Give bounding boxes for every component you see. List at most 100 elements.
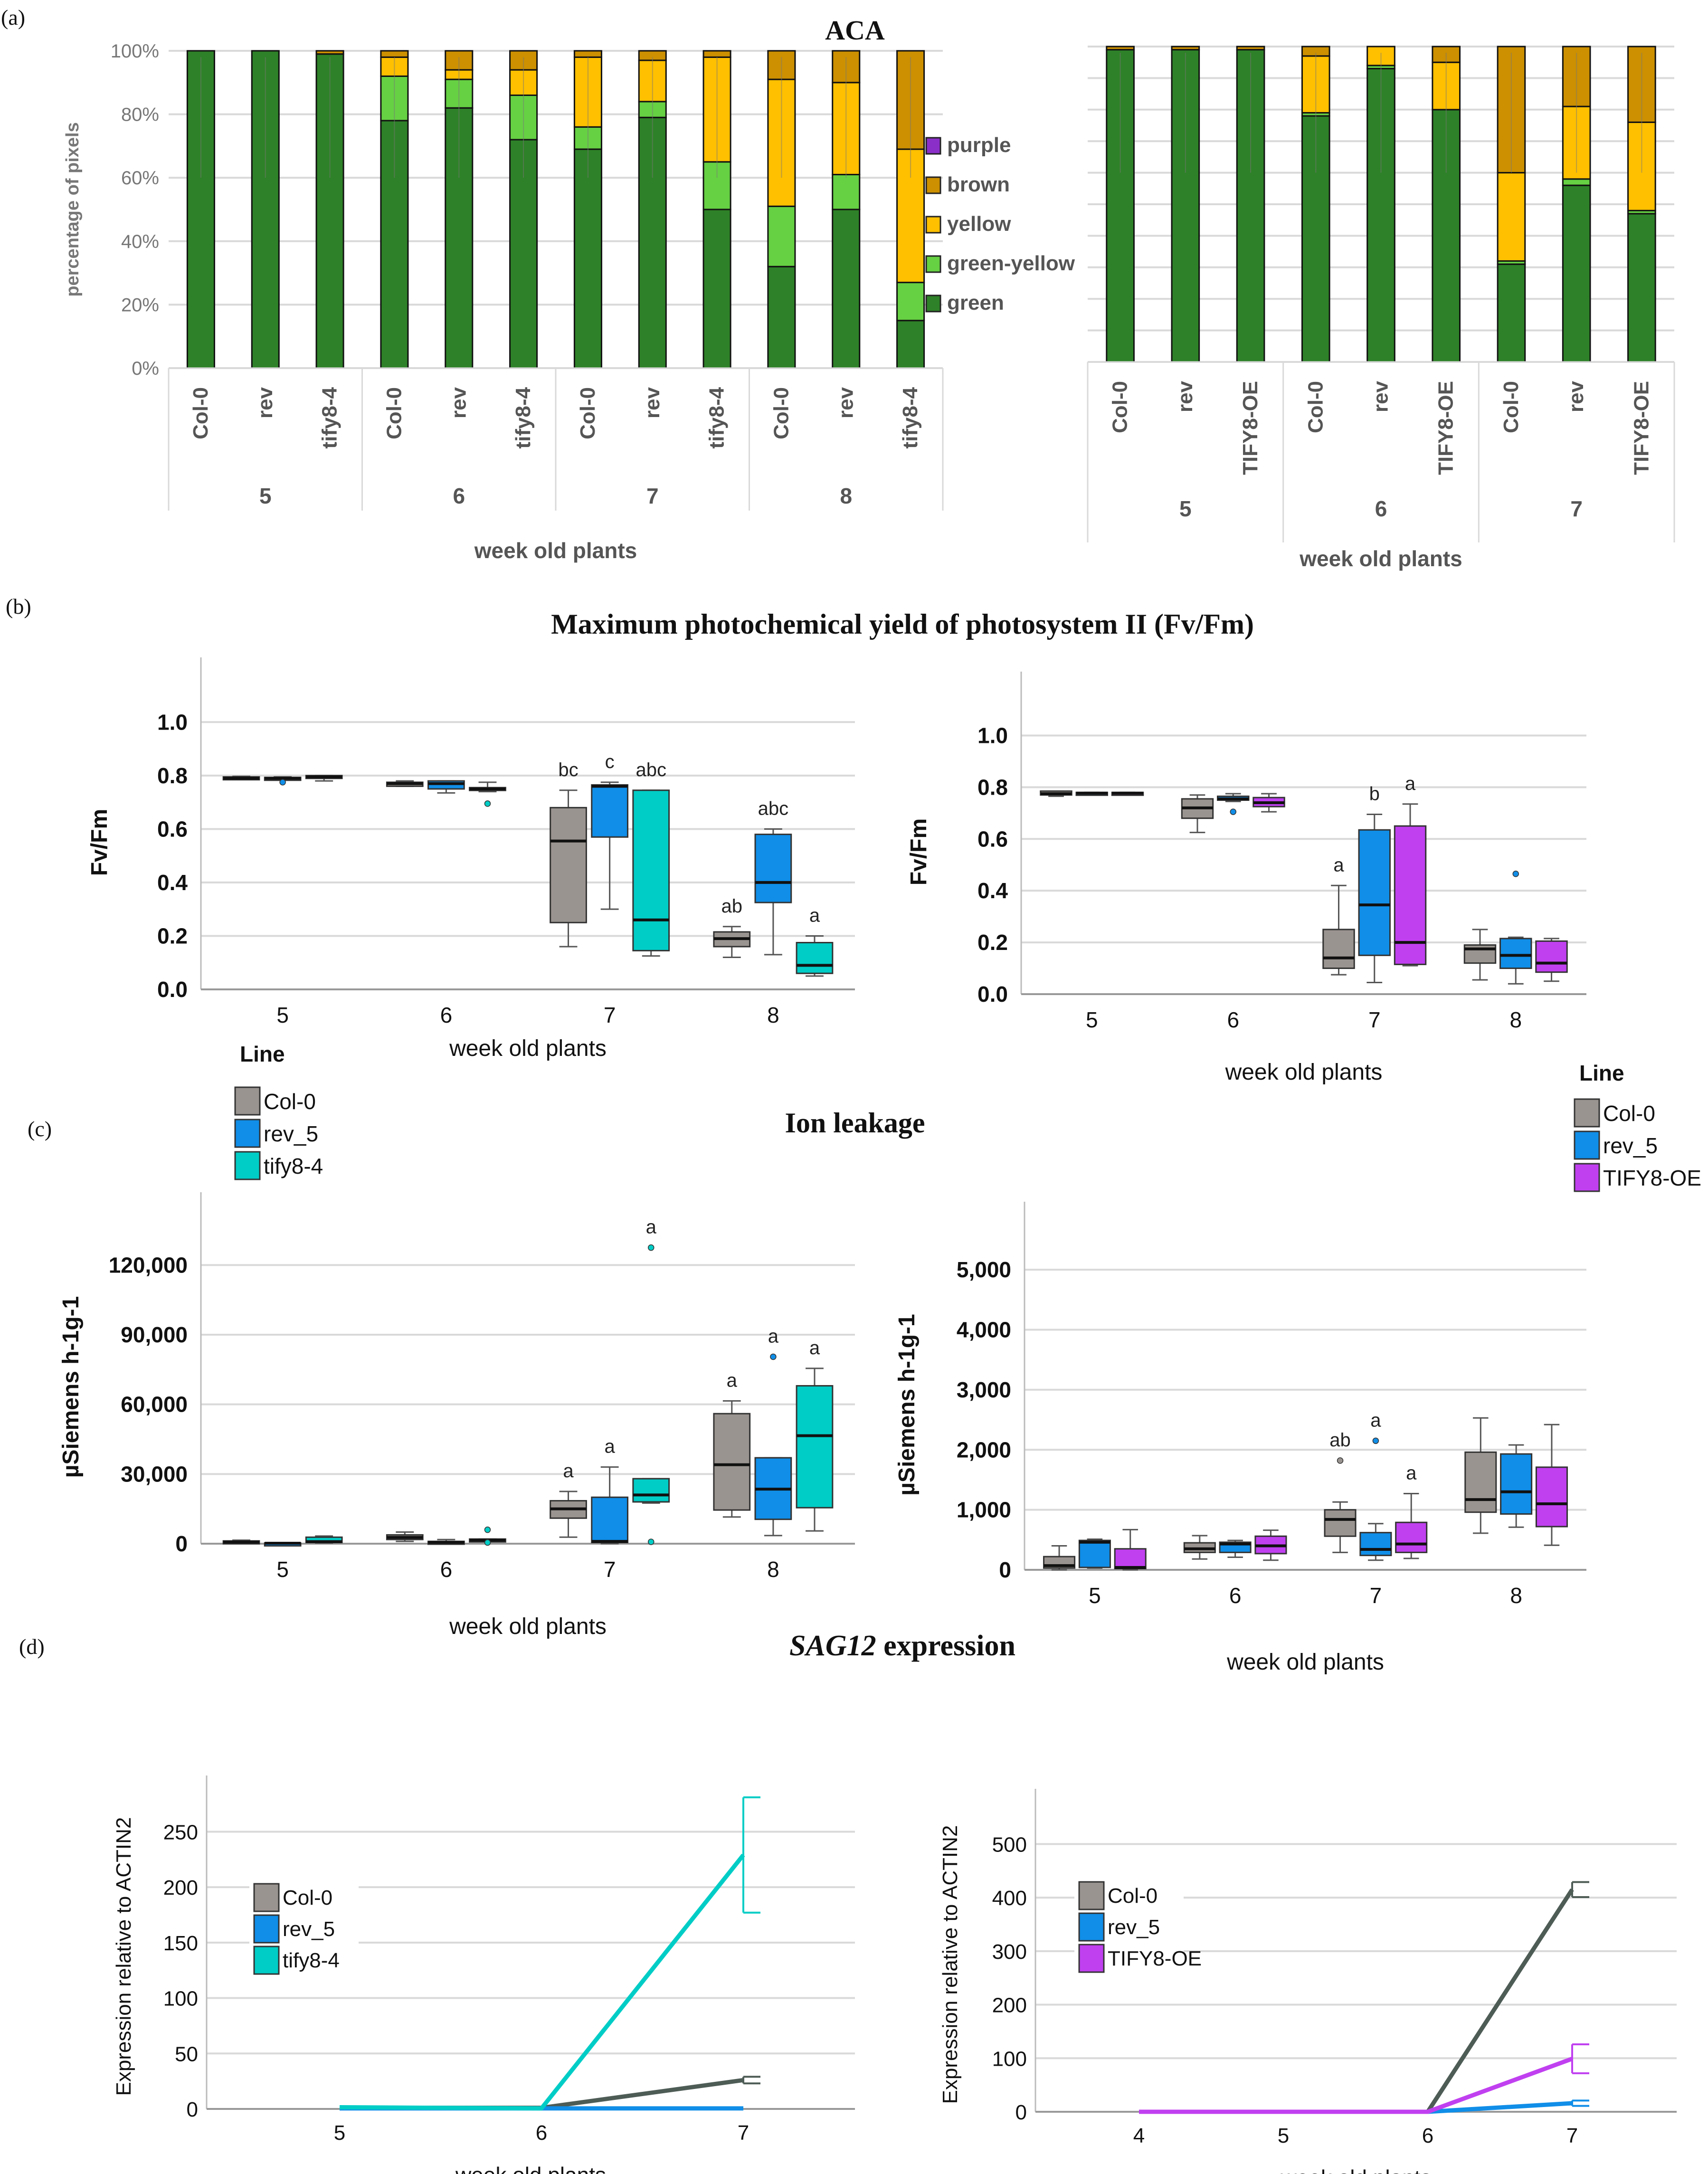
y-tick-label: 4,000 bbox=[957, 1318, 1011, 1342]
y-tick-label: 30,000 bbox=[121, 1462, 188, 1486]
panel-a-letter: (a) bbox=[1, 5, 26, 29]
x-tick-label: 7 bbox=[738, 2121, 749, 2145]
panel-d-title: SAG12 expression bbox=[665, 1629, 1140, 1663]
box-rev_5 bbox=[1359, 1532, 1392, 1557]
fvfm-right-chart: 0.0 0.2 0.4 0.6 0.8 1.0 Fv/Fm 5 6 7 8 week old plan… bbox=[906, 672, 1701, 1192]
x-tick-label: 8 bbox=[1509, 1007, 1522, 1032]
significance-label: a bbox=[1405, 773, 1416, 794]
box-Col-0 bbox=[1464, 1451, 1497, 1513]
series-line-Col-0 bbox=[340, 2078, 744, 2110]
x-tick-label: 6 bbox=[536, 2121, 547, 2145]
legend-title: Line bbox=[240, 1042, 285, 1066]
x-tick-label: 5 bbox=[1278, 2124, 1289, 2147]
y-tick-label: 90,000 bbox=[121, 1322, 188, 1347]
box-TIFY8-OE bbox=[1395, 1521, 1428, 1553]
y-tick-label: 0.0 bbox=[977, 982, 1008, 1006]
significance-label: a bbox=[727, 1370, 738, 1391]
legend-swatch-green bbox=[925, 294, 941, 313]
bar-segment-green bbox=[1497, 263, 1526, 363]
outlier-point bbox=[279, 779, 286, 786]
legend-swatch-green-yellow bbox=[925, 255, 941, 273]
legend-label: Col-0 bbox=[264, 1089, 316, 1114]
series-line-Col-0 bbox=[1139, 1888, 1574, 2114]
x-tick-label: 6 bbox=[440, 1003, 453, 1027]
box-Col-0 bbox=[550, 807, 587, 923]
significance-label: bc bbox=[558, 759, 578, 780]
y-tick-label: 40% bbox=[121, 231, 159, 252]
x-axis-title: week old plants bbox=[1225, 1060, 1383, 1085]
significance-label: c bbox=[605, 751, 615, 772]
y-axis-title: Fv/Fm bbox=[906, 818, 931, 885]
x-category-label: tify8-4 bbox=[318, 387, 342, 448]
aca-left-chart: 0% 20% 40% 60% 80% 100% percentage of pixels Co… bbox=[63, 41, 1075, 563]
x-group-label: 6 bbox=[453, 484, 465, 508]
x-tick-label: 5 bbox=[276, 1557, 289, 1582]
y-tick-label: 250 bbox=[163, 1821, 198, 1844]
x-category-label: TIFY8-OE bbox=[1434, 381, 1458, 475]
box-tify8-4 bbox=[796, 942, 834, 974]
x-tick-label: 8 bbox=[767, 1557, 779, 1582]
y-tick-label: 20% bbox=[121, 294, 159, 315]
legend-label: TIFY8-OE bbox=[1603, 1166, 1701, 1190]
legend-swatch-brown bbox=[925, 176, 941, 194]
bar-segment-brown bbox=[315, 50, 344, 55]
x-group-label: 8 bbox=[840, 484, 852, 508]
outlier-point bbox=[484, 1539, 491, 1546]
legend-swatch-TIFY8-OE bbox=[1078, 1944, 1105, 1973]
box-TIFY8-OE bbox=[1535, 1466, 1568, 1528]
legend-swatch-purple bbox=[925, 137, 941, 155]
x-category-label: Col-0 bbox=[1499, 381, 1523, 433]
legend-swatch-Col-0 bbox=[253, 1883, 280, 1912]
panel-d-letter: (d) bbox=[19, 1634, 45, 1659]
y-axis-title: Fv/Fm bbox=[87, 809, 112, 876]
significance-label: abc bbox=[636, 759, 666, 780]
y-tick-label: 0.6 bbox=[157, 816, 188, 841]
outlier-point bbox=[484, 1526, 491, 1533]
box-rev_5 bbox=[1358, 829, 1391, 956]
box-rev_5 bbox=[1499, 938, 1532, 969]
x-tick-label: 7 bbox=[604, 1557, 616, 1582]
y-tick-label: 60% bbox=[121, 168, 159, 189]
y-tick-label: 0.2 bbox=[157, 923, 188, 948]
y-tick-label: 0 bbox=[175, 1531, 188, 1556]
y-tick-label: 0.2 bbox=[977, 930, 1008, 955]
x-tick-label: 7 bbox=[1566, 2124, 1578, 2147]
sag12-left-chart: 0 50 100 150 200 250 Expression relative to AC… bbox=[112, 1775, 855, 2174]
legend-title: Line bbox=[1579, 1061, 1624, 1085]
x-tick-label: 8 bbox=[767, 1003, 779, 1027]
x-category-label: Col-0 bbox=[1304, 381, 1327, 433]
bar-segment-green bbox=[186, 50, 215, 369]
y-tick-label: 1.0 bbox=[157, 710, 188, 734]
ion-leakage-left-chart: 0 30,000 60,000 90,000 120,000 µSiemens h-1g-… bbox=[58, 1192, 855, 1639]
box-tify8-4 bbox=[796, 1385, 834, 1509]
legend-label: rev_5 bbox=[1108, 1916, 1160, 1939]
x-axis-title: week old plants bbox=[449, 1036, 607, 1061]
x-category-label: tify8-4 bbox=[899, 387, 922, 448]
bar-segment-brown bbox=[1171, 46, 1200, 51]
aca-right-chart: Col-0 rev TIFY8-OE Col-0 rev TIFY8-OE Col-0 rev… bbox=[1087, 46, 1675, 571]
x-tick-label: 4 bbox=[1133, 2124, 1145, 2147]
box-tify8-4 bbox=[632, 789, 670, 951]
bar-segment-green-yellow bbox=[832, 174, 861, 210]
y-tick-label: 0.8 bbox=[157, 763, 188, 788]
y-axis-title: Expression relative to ACTIN2 bbox=[939, 1825, 962, 2104]
legend-label: yellow bbox=[947, 212, 1011, 236]
panel-d-title-rest: expression bbox=[876, 1630, 1015, 1662]
y-axis-title: percentage of pixels bbox=[63, 122, 83, 296]
series-line-tify8-4 bbox=[339, 1853, 745, 2111]
legend-swatch-tify8-4 bbox=[234, 1151, 261, 1180]
box-rev_5 bbox=[591, 1496, 628, 1544]
panel-b-letter: (b) bbox=[6, 594, 31, 618]
x-category-label: rev bbox=[1369, 380, 1393, 412]
x-group-label: 5 bbox=[259, 484, 272, 508]
significance-label: a bbox=[646, 1217, 657, 1238]
legend-label: Col-0 bbox=[283, 1886, 332, 1909]
outlier-point bbox=[647, 1538, 655, 1545]
box-Col-0 bbox=[713, 1413, 751, 1511]
y-tick-label: 2,000 bbox=[957, 1437, 1011, 1462]
legend-label: brown bbox=[947, 173, 1010, 196]
x-category-label: Col-0 bbox=[769, 387, 793, 439]
x-tick-label: 5 bbox=[1089, 1583, 1101, 1608]
y-tick-label: 1.0 bbox=[977, 723, 1008, 748]
significance-label: a bbox=[563, 1461, 574, 1481]
